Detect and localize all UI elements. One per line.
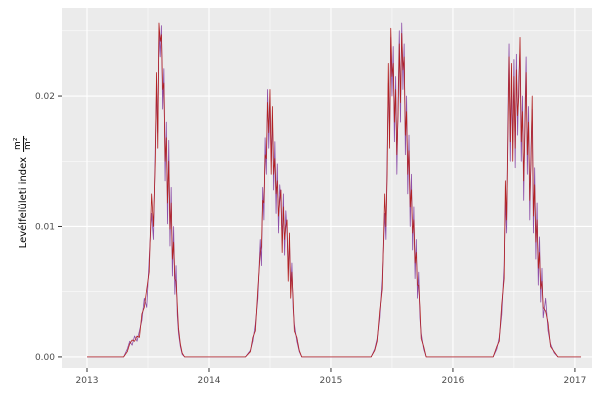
x-tick-label: 2014 (198, 376, 221, 386)
y-tick-label: 0.00 (35, 353, 55, 363)
x-tick-label: 2016 (441, 376, 464, 386)
y-tick-label: 0.01 (35, 222, 55, 232)
plot-panel (62, 8, 592, 368)
x-tick-label: 2015 (320, 376, 343, 386)
x-tick-label: 2017 (563, 376, 586, 386)
y-axis-unit-fraction: m² m² (13, 135, 34, 152)
y-axis-title-text: Levélfelületi index (18, 156, 30, 249)
fraction-denominator: m² (23, 137, 34, 150)
y-axis-title: Levélfelületi index m² m² (13, 92, 34, 292)
y-tick-label: 0.02 (35, 92, 55, 102)
series-line-series-red (87, 22, 582, 358)
x-tick-label: 2013 (76, 376, 99, 386)
